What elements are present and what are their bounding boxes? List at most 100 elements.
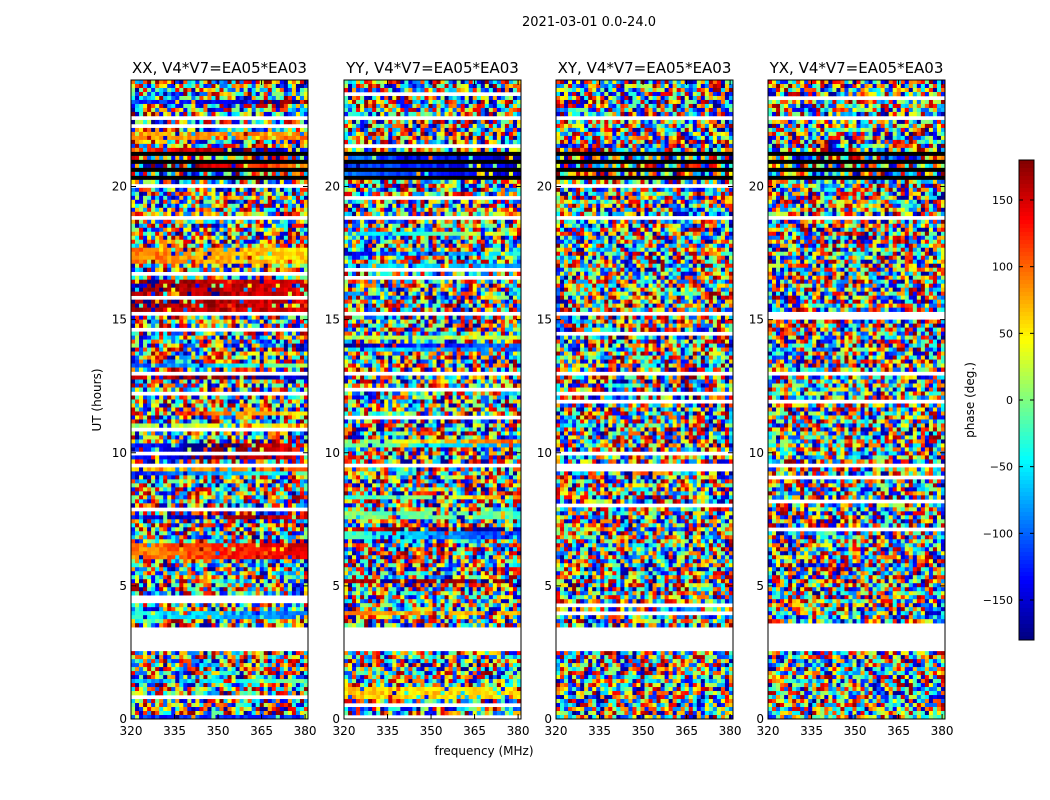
y-tick-label: 20 — [112, 180, 127, 194]
colorbar-segment — [1019, 500, 1034, 505]
colorbar-segment — [1019, 320, 1034, 325]
colorbar-segment — [1019, 252, 1034, 257]
colorbar-segment — [1019, 256, 1034, 261]
y-tick-label: 20 — [325, 180, 340, 194]
colorbar-ticks: 150 100 50 0 −50 −100 −150 — [983, 194, 1034, 607]
y-tick-label: 5 — [544, 579, 552, 593]
panel-4: YX, V4*V7=EA05*EA03 320 335 350 365 380 0 5 10 15… — [749, 59, 954, 738]
colorbar-tick-label: 100 — [992, 261, 1013, 274]
colorbar-segment — [1019, 168, 1034, 173]
colorbar-segment — [1019, 564, 1034, 569]
axes-frame — [343, 79, 522, 720]
colorbar-segment — [1019, 188, 1034, 193]
colorbar-segment — [1019, 224, 1034, 229]
colorbar-segment — [1019, 600, 1034, 605]
colorbar-segment — [1019, 620, 1034, 625]
axes-frame — [555, 79, 734, 720]
colorbar-tick-label: 50 — [999, 327, 1013, 340]
x-tick-label: 350 — [420, 724, 443, 738]
colorbar-tick-label: −150 — [983, 594, 1013, 607]
panels: XX, V4*V7=EA05*EA03 320 335 350 365 380 0 5 10 15… — [112, 59, 954, 738]
x-tick-label: 320 — [333, 724, 356, 738]
y-tick-label: 0 — [332, 712, 340, 726]
colorbar-segment — [1019, 464, 1034, 469]
colorbar-segment — [1019, 580, 1034, 585]
colorbar-segment — [1019, 548, 1034, 553]
colorbar-segment — [1019, 344, 1034, 349]
colorbar-segment — [1019, 612, 1034, 617]
figure-title: 2021-03-01 0.0-24.0 — [522, 15, 656, 30]
colorbar-segment — [1019, 216, 1034, 221]
colorbar-label: phase (deg.) — [963, 362, 977, 438]
colorbar-segment — [1019, 484, 1034, 489]
colorbar-segment — [1019, 608, 1034, 613]
y-tick-label: 10 — [112, 446, 127, 460]
y-tick-label: 5 — [332, 579, 340, 593]
x-tick-label: 335 — [800, 724, 823, 738]
colorbar-segment — [1019, 292, 1034, 297]
colorbar-segment — [1019, 524, 1034, 529]
colorbar-tick-label: −100 — [983, 527, 1013, 540]
colorbar-segment — [1019, 248, 1034, 253]
heatmap-cells — [131, 80, 308, 719]
colorbar-segment — [1019, 508, 1034, 513]
y-tick-label: 15 — [112, 313, 127, 327]
panel-1: XX, V4*V7=EA05*EA03 320 335 350 365 380 0 5 10 15… — [112, 59, 317, 738]
colorbar-segment — [1019, 172, 1034, 177]
y-tick-label: 10 — [325, 446, 340, 460]
y-tick-label: 5 — [119, 579, 127, 593]
y-tick-label: 20 — [749, 180, 764, 194]
colorbar-segment — [1019, 584, 1034, 589]
colorbar-segment — [1019, 396, 1034, 401]
colorbar-segment — [1019, 260, 1034, 265]
colorbar-segment — [1019, 408, 1034, 413]
colorbar-segment — [1019, 288, 1034, 293]
colorbar-segment — [1019, 332, 1034, 337]
x-tick-label: 335 — [376, 724, 399, 738]
x-tick-label: 350 — [632, 724, 655, 738]
colorbar-tick-label: 0 — [1006, 394, 1013, 407]
colorbar-segment — [1019, 576, 1034, 581]
y-tick-label: 0 — [756, 712, 764, 726]
colorbar-segment — [1019, 492, 1034, 497]
colorbar-segment — [1019, 192, 1034, 197]
heatmap-cells — [556, 80, 733, 719]
colorbar-segment — [1019, 412, 1034, 417]
x-tick-label: 320 — [757, 724, 780, 738]
colorbar-segment — [1019, 160, 1034, 165]
x-tick-label: 320 — [120, 724, 143, 738]
colorbar-segment — [1019, 628, 1034, 633]
colorbar-segment — [1019, 384, 1034, 389]
colorbar-segment — [1019, 496, 1034, 501]
panel-title: XY, V4*V7=EA05*EA03 — [558, 59, 732, 77]
colorbar-segment — [1019, 596, 1034, 601]
y-tick-label: 20 — [537, 180, 552, 194]
colorbar-segment — [1019, 472, 1034, 477]
colorbar-segment — [1019, 416, 1034, 421]
colorbar-segment — [1019, 448, 1034, 453]
y-tick-label: 15 — [537, 313, 552, 327]
y-tick-label: 0 — [544, 712, 552, 726]
colorbar-segment — [1019, 556, 1034, 561]
x-tick-label: 380 — [931, 724, 954, 738]
x-tick-label: 365 — [250, 724, 273, 738]
colorbar-segment — [1019, 184, 1034, 189]
colorbar-segment — [1019, 212, 1034, 217]
colorbar-segment — [1019, 424, 1034, 429]
colorbar-segment — [1019, 200, 1034, 205]
panel-title: YY, V4*V7=EA05*EA03 — [345, 59, 519, 77]
colorbar-segment — [1019, 428, 1034, 433]
y-tick-label: 15 — [325, 313, 340, 327]
y-tick-label: 15 — [749, 313, 764, 327]
colorbar-segment — [1019, 196, 1034, 201]
colorbar-segment — [1019, 364, 1034, 369]
colorbar-segment — [1019, 460, 1034, 465]
colorbar-segment — [1019, 392, 1034, 397]
colorbar-segment — [1019, 348, 1034, 353]
colorbar-segment — [1019, 268, 1034, 273]
y-axis-label: UT (hours) — [90, 368, 104, 431]
colorbar-segment — [1019, 400, 1034, 405]
colorbar-segment — [1019, 304, 1034, 309]
colorbar-segment — [1019, 536, 1034, 541]
colorbar-segment — [1019, 328, 1034, 333]
